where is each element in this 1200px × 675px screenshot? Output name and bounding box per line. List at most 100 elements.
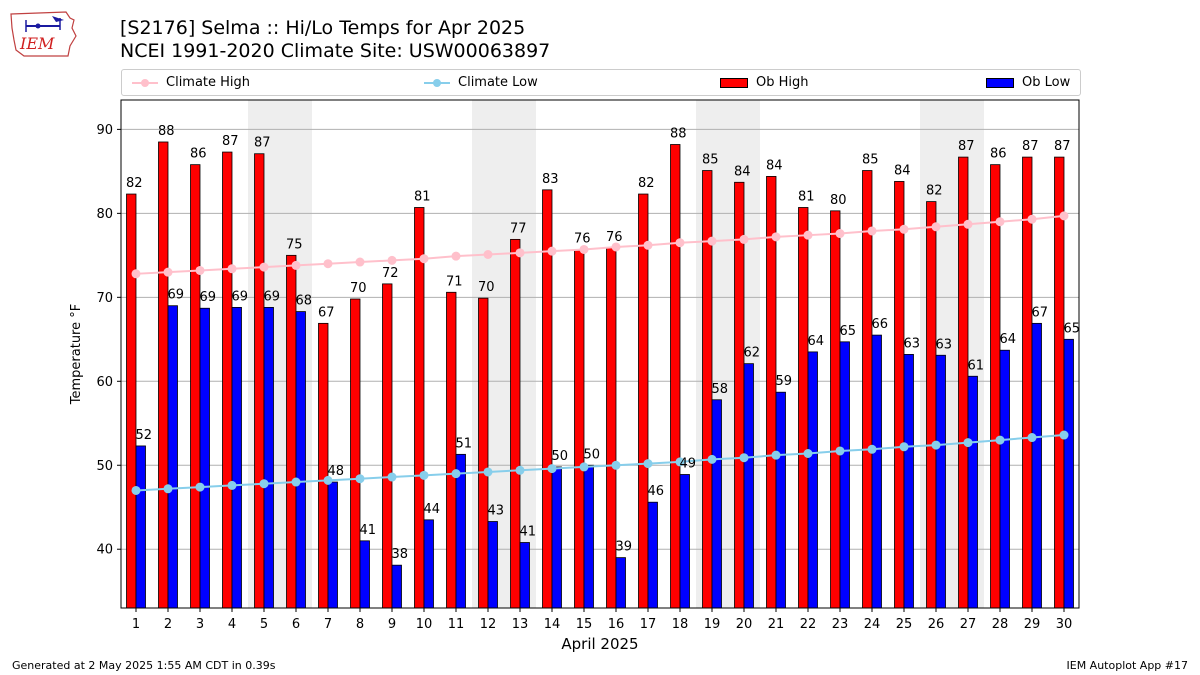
climate-low-point [963,438,973,448]
iem-logo: IEM [10,11,77,57]
ob-low-bar-label: 50 [583,447,600,462]
x-tick-label: 29 [1024,617,1041,632]
climate-low-point [227,480,237,490]
climate-low-point [163,484,173,494]
x-tick-label: 30 [1056,617,1073,632]
ob-high-bar-label: 82 [638,176,655,191]
ob-low-bar-label: 52 [135,428,152,443]
x-tick-label: 24 [864,617,881,632]
x-tick-label: 21 [768,617,785,632]
ob-low-bar-label: 43 [487,504,504,519]
climate-low-point [931,440,941,450]
ob-high-bar [126,193,137,609]
ob-low-bar-label: 65 [1063,321,1080,336]
climate-high-point [931,222,941,232]
ob-low-bar [839,341,850,609]
ob-high-bar-label: 88 [670,127,687,142]
ob-low-bar [903,354,914,609]
climate-high-point [1027,214,1037,224]
ob-low-bar [743,363,754,609]
climate-low-point [355,474,365,484]
climate-high-point [451,251,461,261]
chart-legend: Climate High Climate Low Ob High Ob Low [121,69,1081,96]
ob-low-bar [1031,322,1042,609]
climate-low-point [1027,433,1037,443]
y-tick-label: 50 [96,459,113,474]
ob-low-bar [167,305,178,609]
ob-low-bar-label: 50 [551,449,568,464]
climate-high-point [739,234,749,244]
x-tick-label: 12 [480,617,497,632]
ob-high-bar-label: 86 [990,147,1007,162]
climate-high-point [515,248,525,258]
climate-low-line [135,434,1065,492]
legend-label: Climate Low [458,75,538,90]
x-tick-label: 13 [512,617,529,632]
ob-high-bar-label: 80 [830,193,847,208]
x-tick-label: 11 [448,617,465,632]
ob-low-bar [871,334,882,609]
ob-low-bar-label: 39 [615,540,632,555]
grid-lines [121,128,1079,550]
ob-low-bar [679,474,690,609]
x-tick-label: 27 [960,617,977,632]
ob-high-bar-label: 67 [318,305,335,320]
climate-high-point [163,267,173,277]
x-tick-label: 14 [544,617,561,632]
ob-high-bar-label: 87 [958,139,975,154]
climate-high-point [579,244,589,254]
ob-high-bar [638,193,649,609]
ob-low-bar-label: 69 [199,290,216,305]
y-axis-ticks: 40 50 60 70 80 90 [96,123,121,558]
climate-low-point [195,482,205,492]
ob-high-bar-label: 84 [894,163,911,178]
ob-low-bar-label: 46 [647,484,664,499]
climate-low-point [547,464,557,474]
climate-high-point [963,219,973,229]
ob-high-bar [670,144,681,609]
ob-high-bar-label: 84 [734,164,751,179]
climate-low-point [131,485,141,495]
ob-low-bar-label: 65 [839,324,856,339]
ob-low-bar [967,375,978,609]
ob-low-bar [295,311,306,609]
ob-low-bar [391,564,402,609]
climate-high-line [135,214,1065,275]
ob-high-bar-label: 76 [606,230,623,245]
y-tick-label: 90 [96,123,113,138]
climate-low-point [611,460,621,470]
climate-high-point [227,264,237,274]
ob-high-bar-label: 83 [542,172,559,187]
climate-high-point [995,217,1005,227]
x-tick-label: 25 [896,617,913,632]
ob-low-bar-label: 64 [807,334,824,349]
climate-low-point [835,446,845,456]
ob-low-bar-label: 69 [263,289,280,304]
x-tick-label: 20 [736,617,753,632]
x-tick-label: 28 [992,617,1009,632]
y-tick-label: 80 [96,207,113,222]
y-tick-label: 40 [96,543,113,558]
ob-high-bar-label: 76 [574,231,591,246]
ob-low-bar-label: 41 [519,525,536,540]
x-tick-label: 8 [356,617,364,632]
ob-low-bar-label: 49 [679,456,696,471]
ob-high-bar [478,297,489,609]
ob-high-bar-label: 88 [158,124,175,139]
x-tick-label: 1 [132,617,140,632]
climate-high-point [803,230,813,240]
ob-low-bar-label: 62 [743,346,760,361]
ob-high-bar [926,201,937,609]
ob-low-bar [647,501,658,609]
ob-low-bar-label: 69 [167,288,184,303]
ob-low-bar [327,481,338,609]
ob-low-bar-label: 51 [455,436,472,451]
ob-low-bar-label: 68 [295,294,312,309]
x-tick-label: 2 [164,617,172,632]
legend-item-ob-low: Ob Low [986,70,1070,95]
ob-low-bar-label: 44 [423,502,440,517]
x-tick-label: 23 [832,617,849,632]
bars [126,141,1074,609]
chart-title: [S2176] Selma :: Hi/Lo Temps for Apr 202… [120,17,526,39]
ob-high-bar-label: 72 [382,266,399,281]
